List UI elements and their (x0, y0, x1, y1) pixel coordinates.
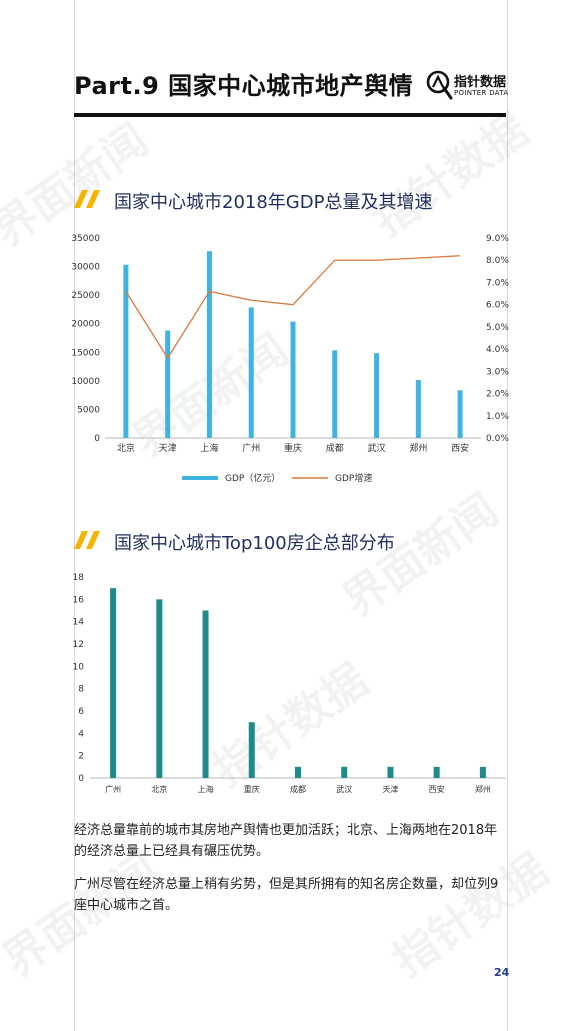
y-left-tick-label: 25000 (71, 291, 100, 301)
x-tick-label: 天津 (159, 443, 177, 454)
x-tick-label: 西安 (429, 784, 445, 794)
x-tick-label: 广州 (242, 442, 260, 454)
paragraph: 经济总量靠前的城市其房地产舆情也更加活跃；北京、上海两地在2018年的经济总量上… (74, 823, 498, 859)
legend-label: GDP增速 (335, 472, 372, 484)
bar (341, 766, 348, 778)
y-left-tick-label: 10000 (71, 377, 100, 387)
y-left-tick-label: 20000 (71, 320, 100, 330)
y-right-tick-label: 0.0% (486, 434, 509, 444)
section-title-developers: 国家中心城市Top100房企总部分布 (114, 533, 395, 554)
section-title-gdp: 国家中心城市2018年GDP总量及其增速 (114, 192, 433, 213)
x-tick-label: 郑州 (409, 442, 427, 454)
gdp-chart: 0 5000 10000 15000 20000 25000 30000 35000 0.0% 1… (71, 234, 509, 484)
legend-label: GDP（亿元） (225, 472, 280, 484)
bar (374, 353, 380, 438)
growth-line (125, 255, 461, 360)
x-tick-label: 上海 (198, 784, 214, 794)
logo-text: 指针数据 (454, 75, 507, 90)
y-left-tick-label: 35000 (71, 234, 100, 244)
y-right-tick-label: 3.0% (486, 367, 509, 377)
y-tick-label: 14 (73, 618, 85, 628)
x-tick-label: 成都 (326, 442, 344, 454)
y-right-tick-label: 6.0% (486, 301, 509, 311)
x-tick-label: 西安 (451, 442, 469, 454)
y-right-tick-label: 7.0% (486, 278, 509, 288)
y-left-tick-label: 15000 (71, 348, 100, 358)
y-tick-label: 0 (78, 774, 84, 784)
x-tick-label: 北京 (117, 442, 135, 454)
paragraph: 广州尽管在经济总量上稍有劣势，但是其所拥有的知名房企数量，却位列9座中心城市之首… (74, 877, 499, 913)
y-left-tick-label: 5000 (77, 405, 100, 415)
bar (123, 264, 129, 438)
developer-chart: 0 2 4 6 8 10 12 14 16 18 广州 北京 上海 重庆 成都 武汉 天津 西安 郑州 (73, 573, 506, 794)
page-number: 24 (494, 966, 510, 979)
x-tick-label: 上海 (200, 442, 218, 454)
bar (248, 722, 255, 778)
y-right-tick-label: 4.0% (486, 345, 509, 355)
guide-line (507, 0, 508, 1031)
bar (387, 766, 394, 778)
bar (433, 766, 440, 778)
bar (332, 350, 338, 438)
bar (457, 390, 463, 438)
y-tick-label: 16 (73, 595, 85, 605)
pointer-data-logo-icon (426, 70, 453, 100)
x-tick-label: 重庆 (244, 784, 260, 794)
y-tick-label: 6 (78, 707, 84, 717)
bar (110, 588, 117, 778)
bar (415, 380, 421, 438)
section-slash-icon (74, 190, 100, 208)
bar (290, 321, 296, 438)
bar (295, 766, 301, 778)
y-tick-label: 18 (73, 573, 85, 583)
y-tick-label: 12 (73, 640, 84, 650)
page-title: Part.9 国家中心城市地产舆情 (74, 72, 414, 100)
section-slash-icon (74, 531, 100, 549)
y-tick-label: 2 (78, 752, 84, 762)
header-rule (74, 113, 506, 117)
bar (248, 307, 254, 438)
x-tick-label: 天津 (382, 784, 398, 794)
logo-subtext: POINTER DATA (454, 89, 509, 97)
x-tick-label: 武汉 (368, 442, 386, 454)
y-left-tick-label: 30000 (71, 263, 100, 273)
y-right-tick-label: 2.0% (486, 390, 509, 400)
guide-line (74, 0, 75, 1031)
x-tick-label: 重庆 (284, 442, 302, 454)
bar (206, 251, 212, 438)
x-tick-label: 武汉 (336, 784, 352, 794)
bar (165, 330, 171, 438)
bar (479, 766, 486, 778)
y-right-tick-label: 8.0% (486, 256, 509, 266)
y-tick-label: 4 (78, 729, 84, 739)
y-tick-label: 10 (73, 662, 85, 672)
x-tick-label: 北京 (151, 784, 167, 794)
y-right-tick-label: 5.0% (486, 323, 509, 333)
x-tick-label: 成都 (290, 784, 306, 794)
bar (156, 599, 163, 778)
y-tick-label: 8 (78, 685, 84, 695)
y-right-tick-label: 9.0% (486, 234, 509, 244)
x-tick-label: 郑州 (475, 784, 491, 794)
y-left-tick-label: 0 (94, 434, 100, 444)
x-tick-label: 广州 (105, 784, 121, 794)
y-right-tick-label: 1.0% (486, 412, 509, 422)
bar (202, 610, 209, 778)
